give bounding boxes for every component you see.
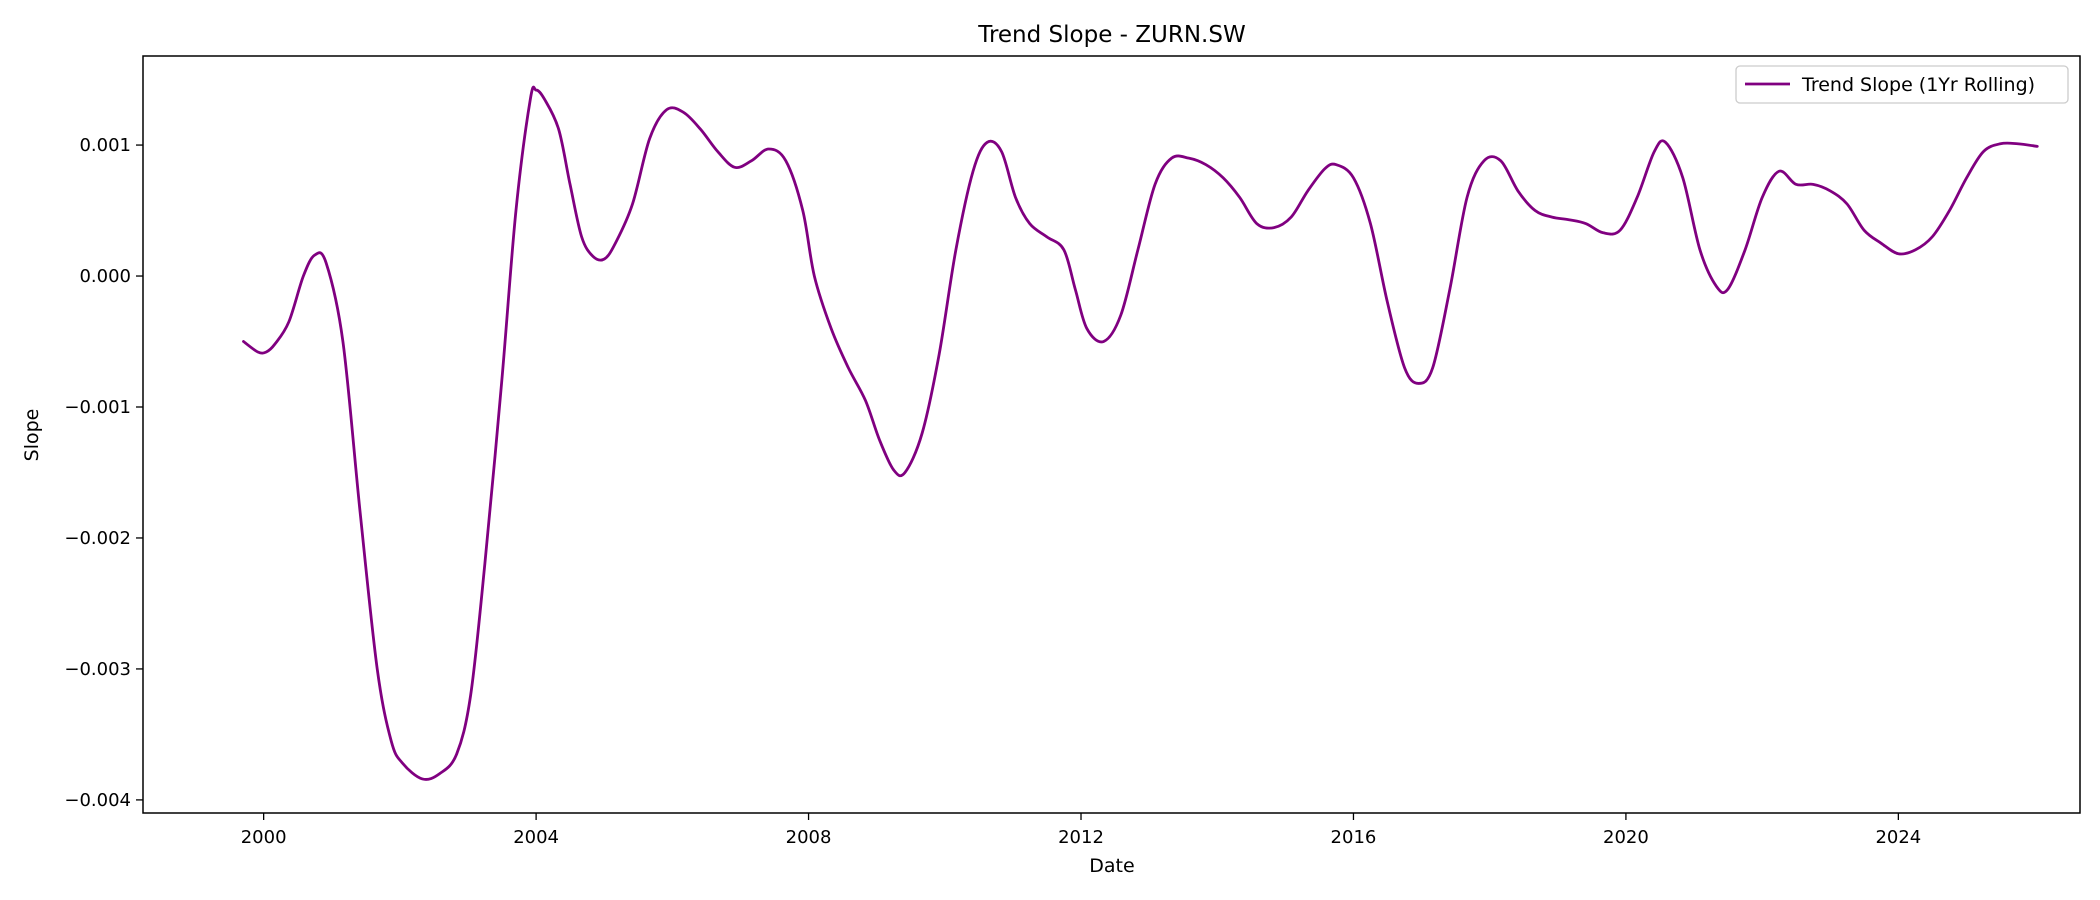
x-axis-label: Date	[1089, 855, 1134, 877]
axes-frame	[142, 55, 2081, 814]
y-tick-label: −0.003	[64, 659, 131, 680]
legend: Trend Slope (1Yr Rolling)	[1735, 65, 2069, 104]
y-tick-label: 0.001	[79, 135, 131, 156]
legend-entry-label: Trend Slope (1Yr Rolling)	[1801, 74, 2035, 96]
x-tick-label: 2008	[786, 827, 832, 848]
x-tick-label: 2016	[1331, 827, 1377, 848]
x-tick-label: 2000	[241, 827, 287, 848]
x-tick-label: 2004	[513, 827, 559, 848]
series-layer	[242, 85, 2039, 781]
legend-box	[1735, 65, 2069, 104]
y-tick-label: 0.000	[79, 266, 131, 287]
y-tick-label: −0.001	[64, 397, 131, 418]
x-axis-ticks: 2000 2004 2008 2012 2016 2020 2024	[241, 813, 1921, 848]
series-line-trend-slope	[242, 85, 2039, 781]
x-tick-label: 2024	[1875, 827, 1921, 848]
x-tick-label: 2020	[1603, 827, 1649, 848]
y-tick-label: −0.004	[64, 790, 131, 811]
y-axis-label: Slope	[21, 409, 43, 462]
plot-area	[142, 55, 2081, 814]
chart-title: Trend Slope - ZURN.SW	[977, 22, 1245, 48]
y-axis-ticks: 0.001 0.000 −0.001 −0.002 −0.003 −0.004	[64, 135, 143, 811]
y-tick-label: −0.002	[64, 528, 131, 549]
x-tick-label: 2012	[1058, 827, 1104, 848]
